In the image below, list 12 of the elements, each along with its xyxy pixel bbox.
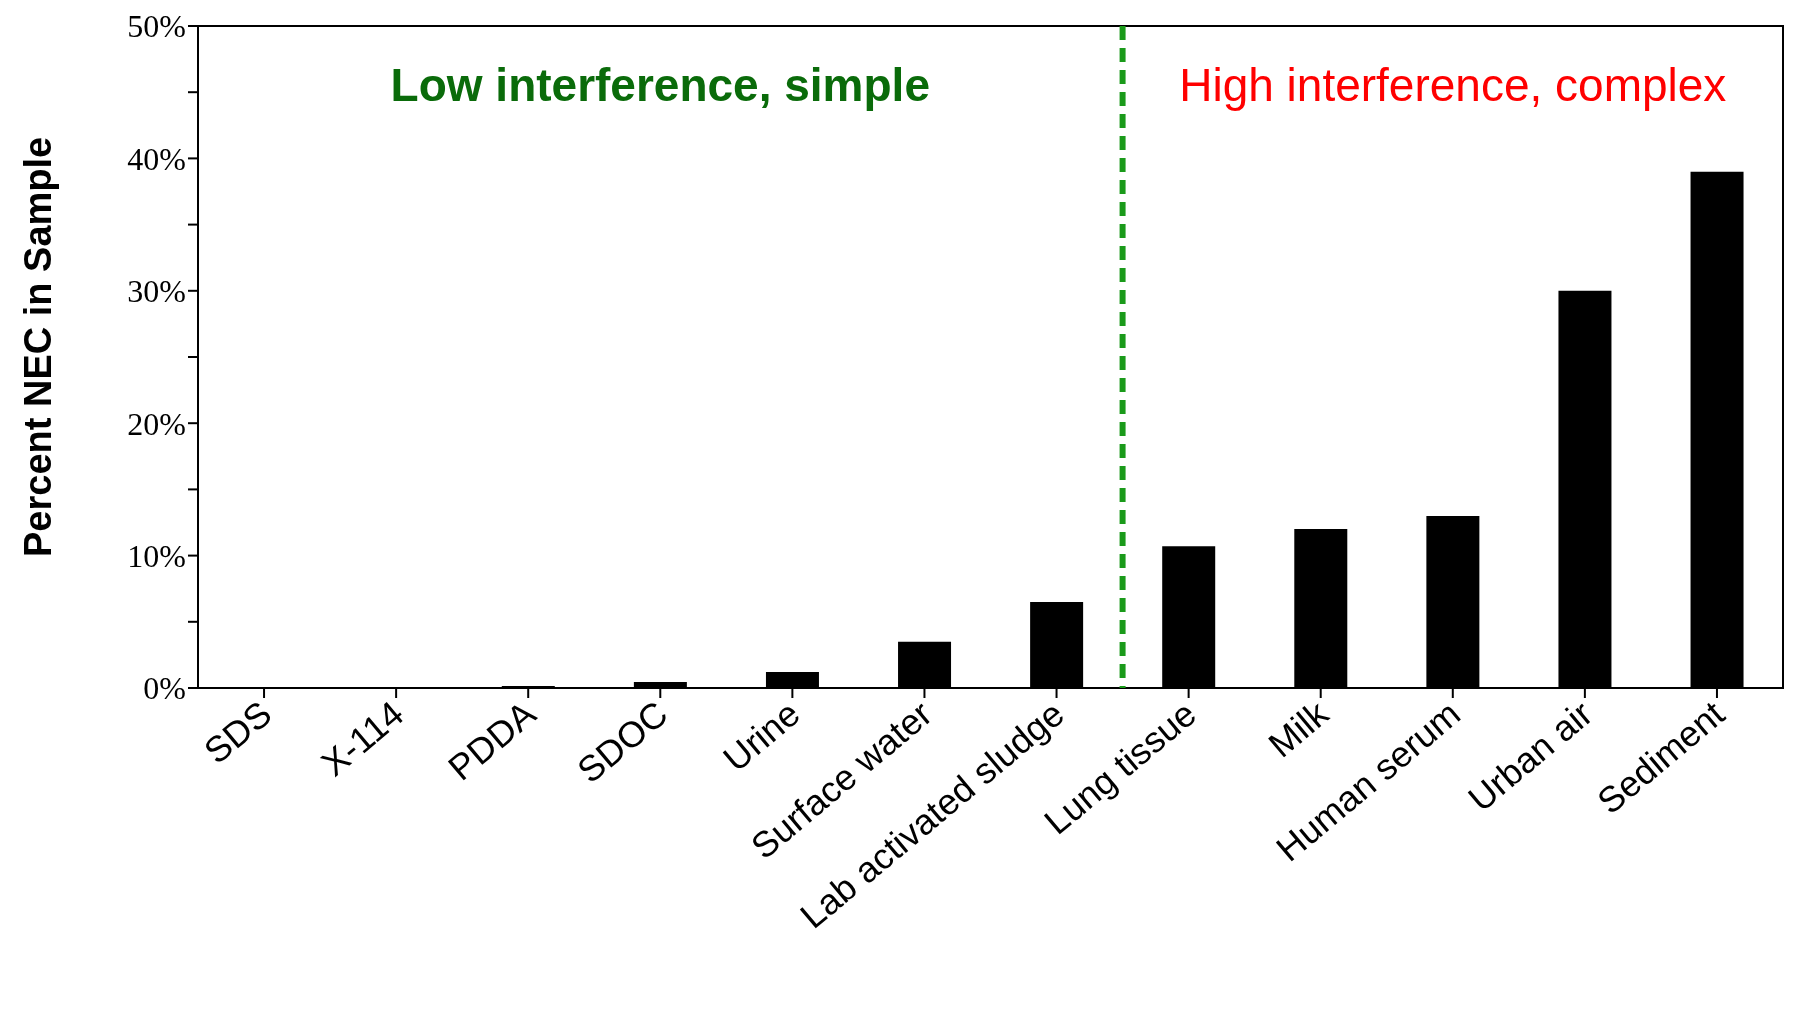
- y-tick-label: 10%: [127, 537, 186, 574]
- x-tick-label: Urine: [715, 692, 808, 780]
- x-tick-label: SDS: [196, 692, 280, 772]
- y-tick-label: 20%: [127, 405, 186, 442]
- y-tick-label: 50%: [127, 8, 186, 45]
- y-axis-title: Percent NEC in Sample: [17, 136, 60, 557]
- y-tick-label: 0%: [143, 670, 186, 707]
- y-tick-label: 40%: [127, 140, 186, 177]
- x-tick-label: Milk: [1260, 692, 1337, 766]
- y-tick-label: 30%: [127, 273, 186, 310]
- annotation: Low interference, simple: [390, 59, 930, 111]
- annotation: High interference, complex: [1179, 59, 1727, 111]
